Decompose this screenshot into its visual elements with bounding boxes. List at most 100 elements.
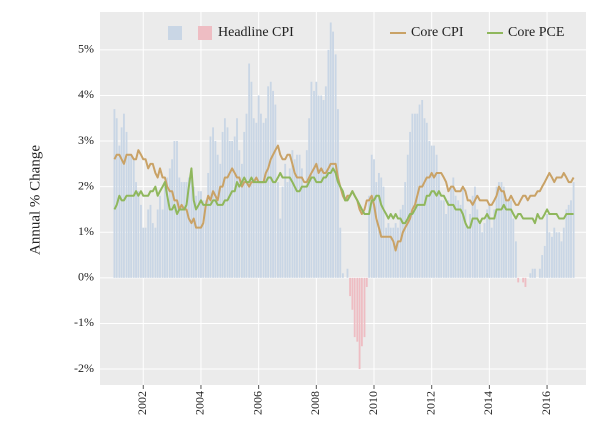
bar <box>478 223 481 278</box>
bar <box>281 186 284 278</box>
bar <box>163 186 166 278</box>
bar <box>209 136 212 278</box>
bar <box>125 131 128 278</box>
bar <box>356 277 359 342</box>
bar <box>385 227 388 278</box>
bar <box>231 141 234 278</box>
bar <box>414 113 416 278</box>
bar <box>154 227 157 278</box>
bar <box>313 90 315 278</box>
bar <box>546 214 548 278</box>
bar <box>233 136 236 278</box>
bar <box>190 172 193 278</box>
bar <box>327 49 330 278</box>
bar <box>180 182 183 278</box>
bar <box>358 277 361 370</box>
bar <box>293 159 296 278</box>
bar <box>202 200 205 278</box>
bar <box>517 277 520 283</box>
bar <box>315 81 318 278</box>
x-tick-label: 2016 <box>539 391 553 415</box>
bar <box>389 227 392 278</box>
bar <box>461 186 464 278</box>
bar <box>286 182 289 278</box>
bar <box>255 122 258 278</box>
bar <box>279 218 282 278</box>
bar <box>452 177 455 278</box>
bar <box>166 177 169 278</box>
bar <box>548 232 551 278</box>
bar <box>370 154 373 278</box>
bar <box>269 81 272 278</box>
bar <box>296 154 298 278</box>
bar <box>207 172 210 278</box>
x-tick-label: 2014 <box>481 391 495 415</box>
bar <box>368 195 371 278</box>
y-tick-label: 0% <box>78 270 94 284</box>
bar <box>522 277 525 283</box>
x-tick-label: 2006 <box>250 391 264 415</box>
bar <box>365 277 368 287</box>
bar <box>135 182 137 278</box>
bar <box>507 200 510 278</box>
bar <box>339 227 342 278</box>
bar <box>243 131 246 278</box>
bar <box>476 209 479 278</box>
bar <box>493 209 496 278</box>
bar <box>433 145 435 278</box>
bar <box>570 200 572 278</box>
bar <box>252 118 255 278</box>
bar <box>411 113 414 278</box>
bar <box>303 186 306 278</box>
legend-label: Core PCE <box>508 25 564 40</box>
bar <box>421 100 424 278</box>
bar <box>450 186 452 278</box>
bar <box>214 141 217 278</box>
bar <box>320 95 323 278</box>
bar <box>392 227 395 278</box>
x-tick-label: 2004 <box>193 391 207 415</box>
bar <box>387 223 390 278</box>
bar <box>159 195 161 278</box>
bar <box>466 227 469 278</box>
y-tick-label: 3% <box>78 133 94 147</box>
bar <box>406 154 409 278</box>
bar <box>257 95 260 278</box>
bar <box>298 154 301 278</box>
bar <box>200 191 202 278</box>
bar <box>418 104 421 278</box>
bar <box>149 204 152 278</box>
bar <box>440 200 443 278</box>
bar <box>529 273 532 278</box>
bar <box>120 127 123 278</box>
y-tick-label: -1% <box>74 315 94 329</box>
bar <box>572 182 575 278</box>
bar <box>324 86 327 278</box>
bar <box>144 227 147 278</box>
bar <box>551 236 553 278</box>
bar <box>543 245 546 278</box>
bar <box>284 163 287 278</box>
bar <box>185 182 188 278</box>
bar <box>219 163 222 278</box>
x-tick-label: 2012 <box>423 391 437 415</box>
bar <box>178 177 181 278</box>
bar <box>341 273 344 278</box>
bar <box>538 268 541 278</box>
bar <box>240 163 243 278</box>
bar <box>113 109 116 278</box>
y-tick-label: 2% <box>78 178 94 192</box>
bar <box>514 241 517 278</box>
bar <box>332 31 334 278</box>
bar <box>300 168 303 278</box>
bar <box>524 277 527 287</box>
bar <box>562 227 565 278</box>
bar <box>510 200 512 278</box>
y-tick-label: 1% <box>78 224 94 238</box>
bar <box>250 81 253 278</box>
bar <box>212 127 214 278</box>
bar <box>197 191 200 278</box>
bar <box>375 182 378 278</box>
bar <box>360 277 363 347</box>
bar <box>531 268 534 278</box>
